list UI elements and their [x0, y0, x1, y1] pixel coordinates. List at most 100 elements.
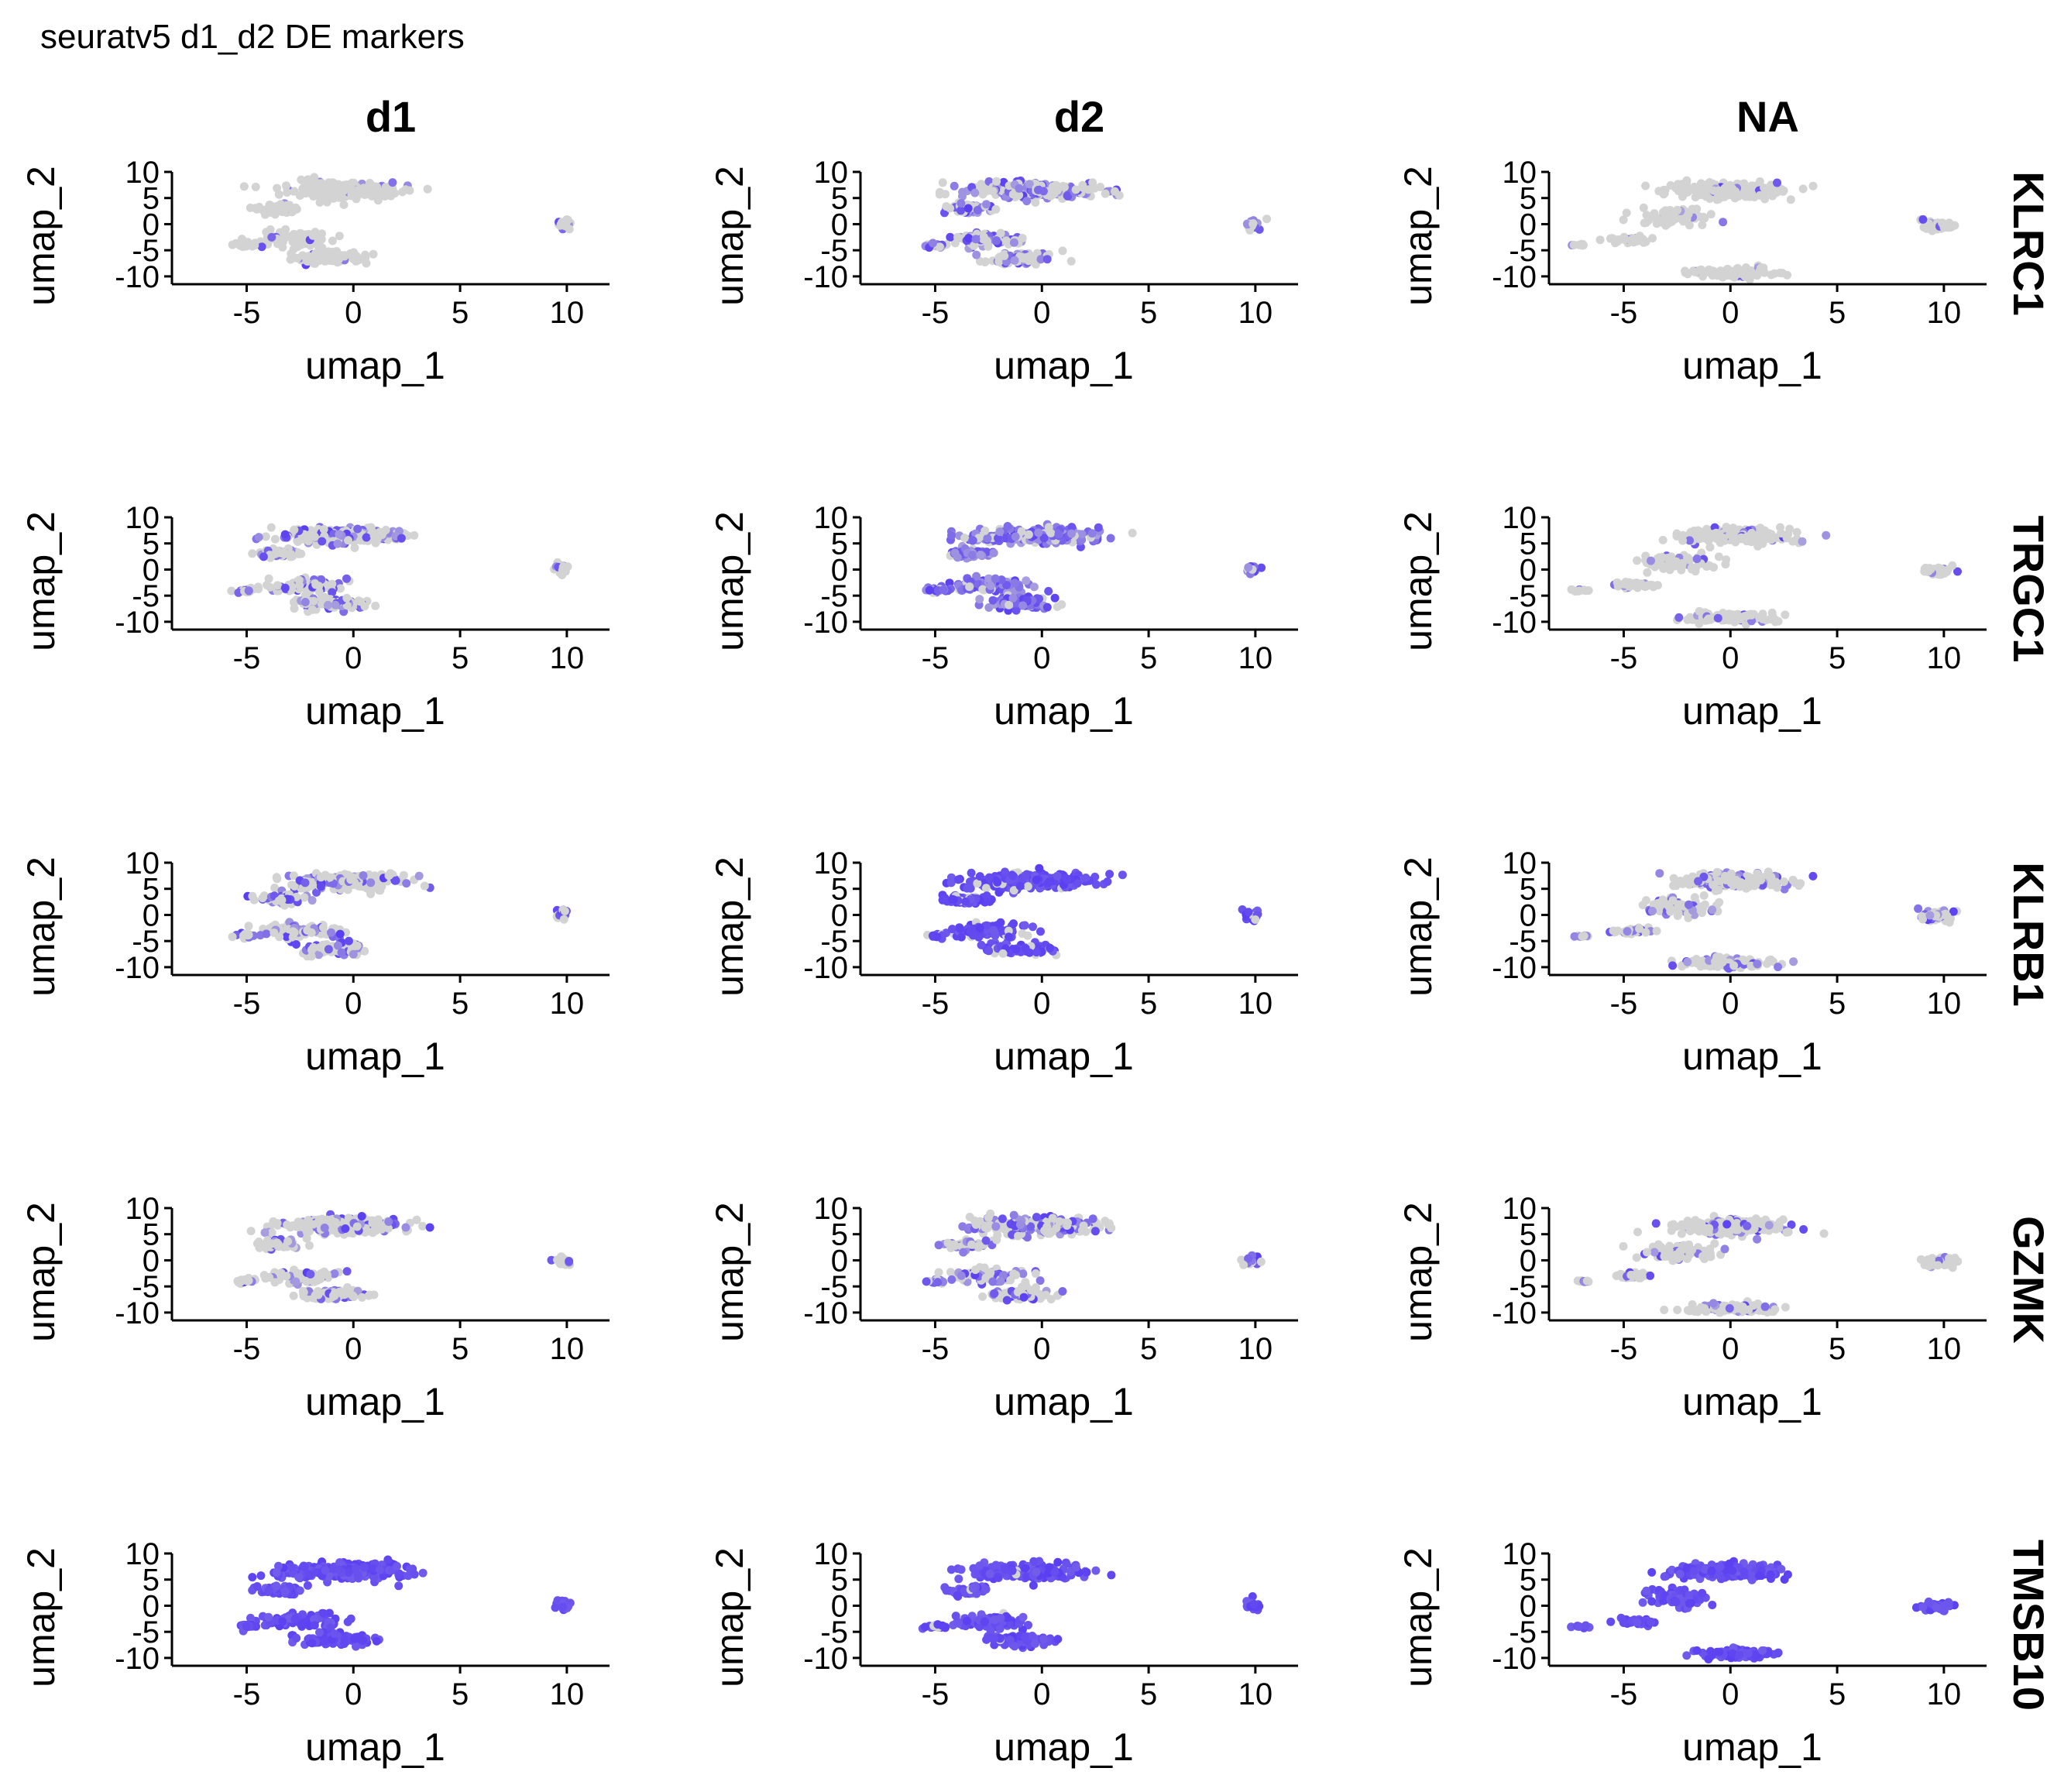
x-tick-label: -5	[233, 987, 261, 1021]
data-point	[994, 534, 1003, 543]
data-point	[558, 562, 568, 572]
data-point	[1698, 908, 1707, 918]
data-point	[953, 232, 962, 242]
data-point	[381, 525, 390, 534]
facet-row-label: TMSB10	[2004, 1540, 2053, 1711]
data-point	[320, 1224, 329, 1232]
point-cloud	[921, 176, 1272, 269]
data-point	[1936, 568, 1946, 577]
point-cloud	[227, 523, 572, 616]
data-point	[960, 534, 970, 543]
data-point	[1775, 268, 1784, 277]
data-point	[1691, 955, 1701, 963]
data-point	[1798, 184, 1808, 194]
data-point	[311, 580, 321, 589]
data-point	[1626, 235, 1635, 245]
data-point	[344, 936, 353, 946]
data-point	[1103, 877, 1112, 886]
data-point	[961, 897, 970, 906]
x-tick-label: -5	[1610, 987, 1638, 1021]
data-point	[1662, 900, 1671, 909]
data-point	[986, 581, 995, 590]
data-point	[1622, 208, 1631, 218]
data-point	[1678, 536, 1688, 545]
data-point	[282, 201, 291, 210]
data-point	[349, 191, 358, 200]
data-point	[1764, 956, 1774, 965]
data-point	[956, 924, 965, 933]
y-tick-label: 10	[125, 501, 160, 535]
data-point	[1053, 871, 1062, 881]
data-point	[283, 188, 292, 197]
data-point	[965, 582, 974, 592]
data-point	[1639, 203, 1648, 212]
data-point	[414, 871, 424, 881]
x-tick-label: -5	[922, 296, 950, 330]
x-tick-label: 5	[452, 987, 469, 1021]
data-point	[325, 873, 335, 882]
data-point	[975, 923, 984, 932]
data-point	[1708, 905, 1717, 915]
data-point	[1020, 921, 1029, 930]
data-point	[362, 533, 371, 542]
data-point	[1024, 530, 1033, 539]
data-point	[1011, 945, 1021, 954]
x-tick-label: 10	[1238, 641, 1273, 675]
data-point	[1595, 235, 1605, 245]
data-point	[244, 922, 253, 931]
data-point	[565, 225, 574, 234]
data-point	[1713, 613, 1722, 623]
data-point	[337, 948, 346, 957]
data-point	[331, 600, 340, 609]
data-point	[1679, 187, 1688, 196]
data-point	[1767, 270, 1776, 280]
data-point	[344, 536, 352, 545]
data-point	[1609, 926, 1618, 935]
data-point	[1755, 191, 1764, 200]
data-point	[1669, 881, 1678, 891]
data-point	[1580, 585, 1589, 595]
data-point	[1922, 224, 1931, 233]
x-tick-label: 0	[345, 641, 362, 675]
data-point	[1071, 185, 1080, 194]
data-point	[1673, 911, 1682, 920]
data-point	[946, 204, 955, 213]
data-point	[981, 257, 990, 266]
data-point	[968, 536, 977, 545]
data-point	[992, 177, 1001, 186]
data-point	[353, 524, 362, 534]
y-tick-label: -5	[132, 579, 160, 613]
data-point	[1695, 606, 1704, 616]
data-point	[1669, 874, 1678, 883]
data-point	[1712, 953, 1722, 962]
x-tick-label: 5	[1829, 987, 1846, 1021]
data-point	[991, 574, 1000, 583]
data-point	[1641, 928, 1650, 937]
data-point	[1691, 567, 1700, 576]
data-point	[973, 205, 982, 215]
data-point	[1641, 181, 1650, 191]
data-point	[289, 229, 298, 239]
data-point	[356, 597, 366, 606]
data-point	[1734, 612, 1743, 620]
data-point	[328, 588, 337, 597]
data-point	[384, 871, 393, 881]
data-point	[228, 240, 237, 249]
data-point	[1633, 236, 1642, 245]
data-point	[1657, 561, 1666, 570]
data-point	[1001, 867, 1009, 877]
y-axis-label: umap_2	[1396, 857, 1440, 997]
y-tick-label: -10	[1492, 260, 1537, 294]
data-point	[318, 179, 327, 188]
data-point	[970, 188, 980, 197]
data-point	[310, 532, 319, 541]
data-point	[266, 523, 276, 532]
data-point	[963, 884, 972, 893]
data-point	[317, 575, 326, 584]
data-point	[301, 878, 310, 887]
data-point	[1739, 534, 1748, 544]
